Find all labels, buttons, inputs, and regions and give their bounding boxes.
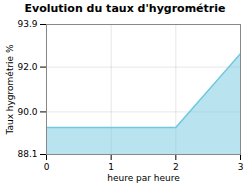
svg-text:3: 3 (238, 162, 244, 172)
svg-text:2: 2 (173, 162, 179, 172)
svg-text:Taux hygrométrie %: Taux hygrométrie % (5, 44, 15, 136)
svg-text:0: 0 (44, 162, 50, 172)
svg-text:92.0: 92.0 (17, 62, 37, 72)
svg-text:1: 1 (108, 162, 114, 172)
svg-text:93.9: 93.9 (17, 19, 37, 29)
html-text:Evolution du taux d'hygrométri: Evolution du taux d'hygrométrie (24, 2, 226, 15)
svg-text:88.1: 88.1 (17, 149, 37, 159)
svg-text:90.0: 90.0 (17, 107, 37, 117)
svg-text:heure par heure: heure par heure (107, 173, 180, 183)
